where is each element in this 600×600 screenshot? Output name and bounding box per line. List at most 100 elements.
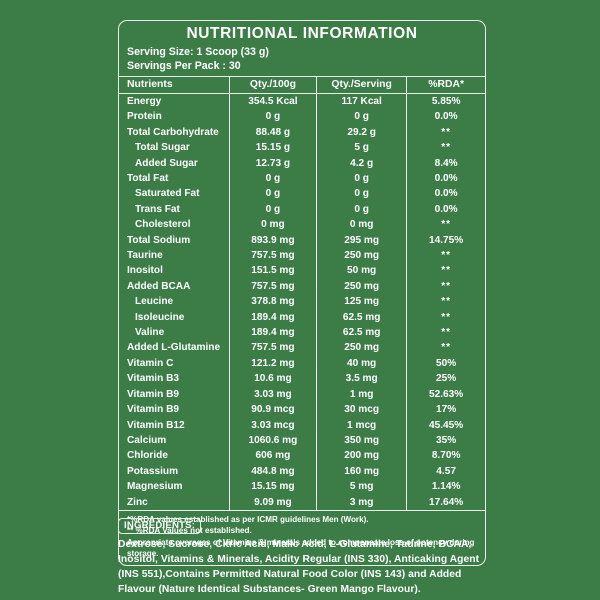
nutrient-name: Leucine xyxy=(135,296,174,308)
nutrient-per-100g: 189.4 mg xyxy=(228,309,317,326)
footnote-overages: Appropriate overages of Vitamins & miner… xyxy=(127,537,475,559)
nutrient-rda: 17% xyxy=(406,402,485,418)
ingredients-section: INGREDIENTS: Dextrose, Sucrose, Citric A… xyxy=(118,515,490,598)
nutrient-per-serving: 50 mg xyxy=(316,263,407,279)
nutrient-rda: 52.63% xyxy=(406,386,485,403)
nutrient-per-serving: 0 g xyxy=(316,109,407,125)
table-row: Added L-Glutamine 757.5 mg 250 mg ** xyxy=(119,340,485,356)
nutrient-per-serving: 62.5 mg xyxy=(316,309,407,326)
nutrient-rda: 5.85% xyxy=(406,93,485,110)
nutrient-rda: ** xyxy=(406,325,485,341)
nutrient-name: Inositol xyxy=(127,265,163,277)
nutrient-per-serving: 1 mg xyxy=(316,386,407,403)
nutrient-name: Saturated Fat xyxy=(135,188,200,200)
nutrient-name: Vitamin B9 xyxy=(127,388,179,400)
nutrient-per-serving: 250 mg xyxy=(316,248,407,264)
nutrient-rda: ** xyxy=(406,263,485,279)
nutrient-per-serving: 40 mg xyxy=(316,355,407,372)
table-row: Valine 189.4 mg 62.5 mg ** xyxy=(119,325,485,341)
nutrient-name: Vitamin B12 xyxy=(127,419,185,431)
nutrient-rda: 14.75% xyxy=(406,232,485,249)
nutrient-rda: 17.64% xyxy=(406,494,485,510)
serving-info: Serving Size: 1 Scoop (33 g) Servings Pe… xyxy=(119,45,485,76)
nutrient-per-100g: 151.5 mg xyxy=(228,263,317,279)
serving-size-text: Serving Size: 1 Scoop (33 g) xyxy=(127,45,269,58)
nutrient-per-100g: 354.5 Kcal xyxy=(228,93,317,110)
nutrient-rda: 8.4% xyxy=(406,155,485,171)
nutrient-per-serving: 62.5 mg xyxy=(316,325,407,341)
nutrient-per-100g: 189.4 mg xyxy=(228,325,317,341)
nutrient-name: Vitamin B3 xyxy=(127,373,179,385)
nutrient-per-serving: 350 mg xyxy=(316,432,407,449)
nutrient-per-serving: 5 g xyxy=(316,140,407,156)
footnote-rda-basis: *%RDA values established as per ICMR gui… xyxy=(127,514,369,524)
table-row: Vitamin C 121.2 mg 40 mg 50% xyxy=(119,355,485,372)
table-row: Vitamin B9 3.03 mg 1 mg 52.63% xyxy=(119,386,485,403)
nutrient-rda: ** xyxy=(406,140,485,156)
column-header-rda: %RDA* xyxy=(406,75,485,94)
table-row: Magnesium 15.15 mg 5 mg 1.14% xyxy=(119,479,485,495)
nutrient-rda: ** xyxy=(406,340,485,356)
nutrient-per-serving: 200 mg xyxy=(316,448,407,464)
nutrient-per-100g: 15.15 mg xyxy=(228,479,317,495)
nutrient-per-serving: 1 mcg xyxy=(316,417,407,433)
nutrient-rda: ** xyxy=(406,217,485,233)
nutrient-rda: 4.57 xyxy=(406,463,485,480)
nutrient-rda: 0.0% xyxy=(406,186,485,202)
nutrient-name: Potassium xyxy=(127,465,179,477)
nutrition-panel: NUTRITIONAL INFORMATION Serving Size: 1 … xyxy=(118,20,486,566)
nutrient-rda: 0.0% xyxy=(406,201,485,218)
nutrient-per-100g: 121.2 mg xyxy=(228,355,317,372)
nutrient-per-100g: 90.9 mcg xyxy=(228,402,317,418)
column-header-per-serving: Qty./Serving xyxy=(316,75,407,94)
nutrient-per-serving: 0 mg xyxy=(316,217,407,233)
nutrient-per-serving: 29.2 g xyxy=(316,124,407,141)
nutrient-rda: 25% xyxy=(406,371,485,387)
nutrient-per-serving: 4.2 g xyxy=(316,155,407,171)
table-row: Total Carbohydrate 88.48 g 29.2 g ** xyxy=(119,124,485,141)
footnotes: *%RDA values established as per ICMR gui… xyxy=(119,509,485,565)
nutrient-name: Total Sugar xyxy=(135,142,190,154)
nutrient-name: Energy xyxy=(127,95,162,107)
table-row: Leucine 378.8 mg 125 mg ** xyxy=(119,294,485,310)
nutrient-per-100g: 757.5 mg xyxy=(228,340,317,356)
nutrient-name: Added Sugar xyxy=(135,157,198,169)
table-row: Cholesterol 0 mg 0 mg ** xyxy=(119,217,485,233)
table-row: Taurine 757.5 mg 250 mg ** xyxy=(119,248,485,264)
nutrient-rda: ** xyxy=(406,248,485,264)
nutrient-per-100g: 88.48 g xyxy=(228,124,317,141)
nutrient-name: Magnesium xyxy=(127,481,183,493)
nutrient-per-100g: 0 g xyxy=(228,109,317,125)
nutrient-per-serving: 3.5 mg xyxy=(316,371,407,387)
nutrient-rda: 8.70% xyxy=(406,448,485,464)
nutrient-rda: 35% xyxy=(406,432,485,449)
table-row: Energy 354.5 Kcal 117 Kcal 5.85% xyxy=(119,93,485,110)
nutrient-per-100g: 1060.6 mg xyxy=(228,432,317,449)
nutrient-name: Total Fat xyxy=(127,173,169,184)
nutrient-rda: 0.0% xyxy=(406,109,485,125)
nutrient-per-100g: 9.09 mg xyxy=(228,494,317,510)
nutrient-name: Total Carbohydrate xyxy=(127,126,219,138)
nutrient-per-100g: 0 g xyxy=(228,201,317,218)
nutrient-name: Cholesterol xyxy=(135,219,191,231)
table-row: Vitamin B3 10.6 mg 3.5 mg 25% xyxy=(119,371,485,387)
nutrient-per-serving: 0 g xyxy=(316,201,407,218)
table-row: Chloride 606 mg 200 mg 8.70% xyxy=(119,448,485,464)
nutrient-per-serving: 117 Kcal xyxy=(316,93,407,110)
nutrient-per-100g: 12.73 g xyxy=(228,155,317,171)
nutrient-name: Trans Fat xyxy=(135,203,180,215)
nutrient-rda: ** xyxy=(406,124,485,141)
servings-per-pack-text: Servings Per Pack : 30 xyxy=(127,59,241,72)
nutrient-rda: ** xyxy=(406,294,485,310)
nutrient-per-100g: 3.03 mg xyxy=(228,386,317,403)
column-header-per-100g: Qty./100g xyxy=(228,75,317,94)
nutrient-per-100g: 606 mg xyxy=(228,448,317,464)
nutrient-name: Total Sodium xyxy=(127,234,191,246)
nutrient-per-serving: 0 g xyxy=(316,171,407,187)
page-title: NUTRITIONAL INFORMATION xyxy=(186,25,418,42)
table-header-row: Nutrients Qty./100g Qty./Serving %RDA* xyxy=(119,75,485,94)
